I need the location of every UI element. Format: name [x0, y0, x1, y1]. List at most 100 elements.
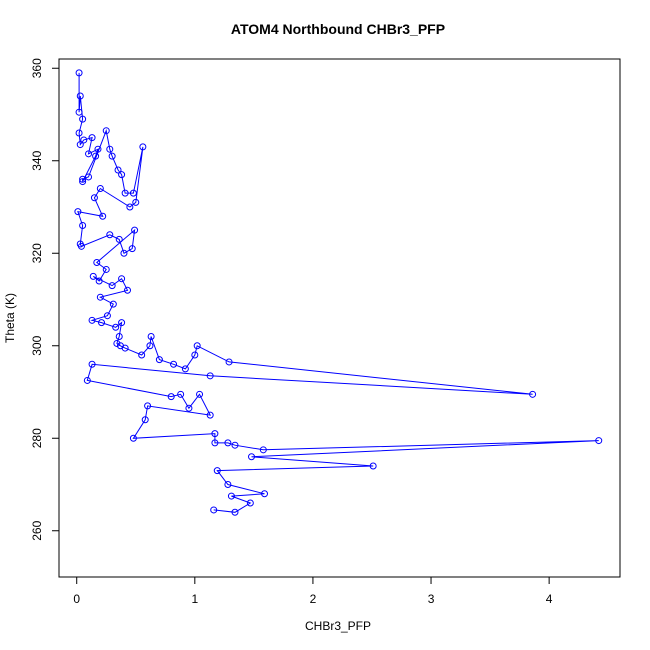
data-point [231, 441, 239, 449]
data-point [109, 300, 117, 308]
data-point [224, 439, 232, 447]
x-tick-label: 1 [191, 592, 198, 606]
data-point [155, 356, 163, 364]
x-axis: 0 1 2 3 4 [73, 576, 553, 606]
data-point [80, 136, 88, 144]
x-axis-label: CHBr3_PFP [305, 619, 371, 633]
data-point [224, 481, 232, 488]
y-tick-label: 260 [30, 520, 44, 540]
data-point [76, 92, 84, 100]
data-point [102, 265, 110, 273]
data-point [102, 127, 110, 135]
data-point [246, 499, 254, 507]
data-point [89, 272, 97, 280]
data-point [75, 69, 83, 77]
data-point [112, 323, 120, 331]
data-point [131, 226, 139, 234]
data-point [126, 203, 134, 211]
data-point [93, 259, 101, 266]
data-point [75, 108, 83, 116]
data-point [167, 393, 175, 401]
x-tick-label: 3 [428, 592, 435, 606]
data-point [76, 141, 84, 149]
y-tick-label: 320 [30, 243, 44, 263]
data-point [141, 416, 149, 424]
data-point [121, 189, 129, 197]
data-point [144, 402, 152, 410]
data-point [248, 453, 256, 461]
data-point [124, 286, 132, 294]
data-point [181, 365, 189, 373]
data-point [83, 376, 91, 384]
data-point [85, 173, 93, 181]
data-point [595, 437, 603, 445]
data-point [147, 333, 155, 340]
y-tick-label: 280 [30, 428, 44, 448]
data-point [121, 344, 129, 352]
plot-area [58, 58, 621, 578]
data-point [118, 171, 126, 179]
data-point [108, 152, 116, 160]
data-point [74, 208, 82, 216]
series-line [77, 72, 599, 513]
data-point [96, 293, 104, 301]
data-point [98, 319, 106, 327]
data-point [85, 150, 93, 158]
data-point [79, 115, 87, 123]
data-point [211, 430, 219, 438]
data-point [99, 212, 107, 220]
data-point [79, 178, 87, 186]
data-point [146, 342, 154, 350]
data-point [88, 360, 96, 368]
data-point [529, 390, 537, 398]
data-point [118, 275, 126, 283]
data-point [227, 492, 235, 500]
data-point [79, 222, 87, 229]
data-point [95, 277, 103, 285]
y-tick-label: 360 [30, 58, 44, 78]
plot-frame [58, 58, 621, 578]
data-point [115, 235, 123, 243]
data-point [196, 390, 204, 398]
data-point [115, 333, 123, 340]
data-point [75, 129, 83, 137]
data-point [185, 404, 193, 412]
data-point [114, 166, 122, 174]
data-point [103, 312, 111, 320]
data-point [118, 319, 126, 327]
data-point [191, 351, 199, 359]
data-point [106, 145, 114, 153]
x-tick-label: 4 [546, 592, 553, 606]
data-point [261, 490, 269, 498]
data-point [96, 185, 104, 192]
data-point [138, 351, 146, 359]
data-point [129, 434, 137, 442]
data-point [106, 231, 114, 239]
data-point [129, 189, 137, 197]
y-tick-label: 340 [30, 150, 44, 170]
data-point [128, 245, 136, 253]
data-point [79, 175, 87, 183]
data-point [120, 249, 128, 257]
data-point [231, 508, 239, 516]
data-point [210, 506, 218, 514]
data-point [88, 316, 96, 324]
x-tick-label: 2 [310, 592, 317, 606]
data-point [259, 446, 267, 454]
x-tick-label: 0 [73, 592, 80, 606]
series-group [74, 69, 603, 516]
data-point [213, 467, 221, 475]
data-point [225, 358, 233, 366]
data-point [92, 152, 100, 160]
data-point [139, 143, 147, 151]
y-tick-label: 300 [30, 335, 44, 355]
data-point [90, 194, 98, 202]
data-point [206, 411, 214, 419]
data-point [170, 360, 178, 368]
chart-title: ATOM4 Northbound CHBr3_PFP [231, 21, 445, 37]
y-axis: 260 280 300 320 340 360 [30, 58, 60, 541]
data-point [211, 439, 219, 447]
data-point [177, 390, 185, 398]
data-point [77, 242, 85, 250]
